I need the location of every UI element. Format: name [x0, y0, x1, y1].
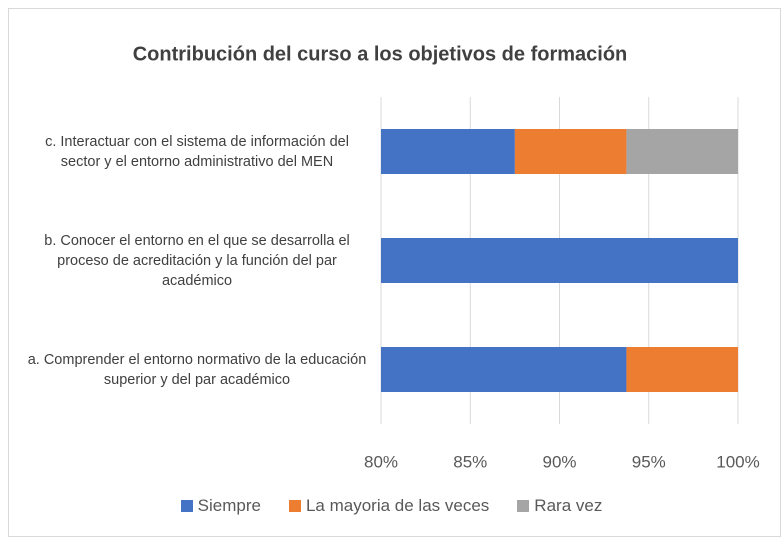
- legend-swatch: [180, 500, 193, 512]
- chart-title: Contribución del curso a los objetivos d…: [133, 43, 628, 65]
- bar-segment: [626, 347, 738, 392]
- bar-segment: [626, 129, 738, 174]
- x-tick-label: 85%: [453, 452, 487, 471]
- x-tick-label: 100%: [716, 452, 759, 471]
- x-tick-label: 95%: [632, 452, 666, 471]
- x-tick-label: 80%: [364, 452, 398, 471]
- category-label: b. Conocer el entorno en el que se desar…: [44, 232, 350, 289]
- legend-item: La mayoria de las veces: [288, 496, 490, 516]
- bar-segment: [381, 238, 738, 283]
- legend: Siempre La mayoria de las veces Rara vez: [0, 496, 783, 516]
- bar-segment: [381, 347, 627, 392]
- category-label: a. Comprender el entorno normativo de la…: [27, 351, 367, 388]
- legend-label: Rara vez: [534, 496, 603, 515]
- bar-segment: [381, 129, 515, 174]
- category-label: c. Interactuar con el sistema de informa…: [45, 133, 349, 170]
- chart-frame: [8, 8, 781, 537]
- bar-segment: [514, 129, 627, 174]
- legend-label: Siempre: [197, 496, 261, 515]
- x-tick-label: 90%: [542, 452, 576, 471]
- legend-swatch: [288, 500, 301, 512]
- legend-label: La mayoria de las veces: [305, 496, 490, 515]
- legend-swatch: [517, 500, 530, 512]
- legend-item: Siempre: [180, 496, 261, 516]
- legend-item: Rara vez: [517, 496, 602, 516]
